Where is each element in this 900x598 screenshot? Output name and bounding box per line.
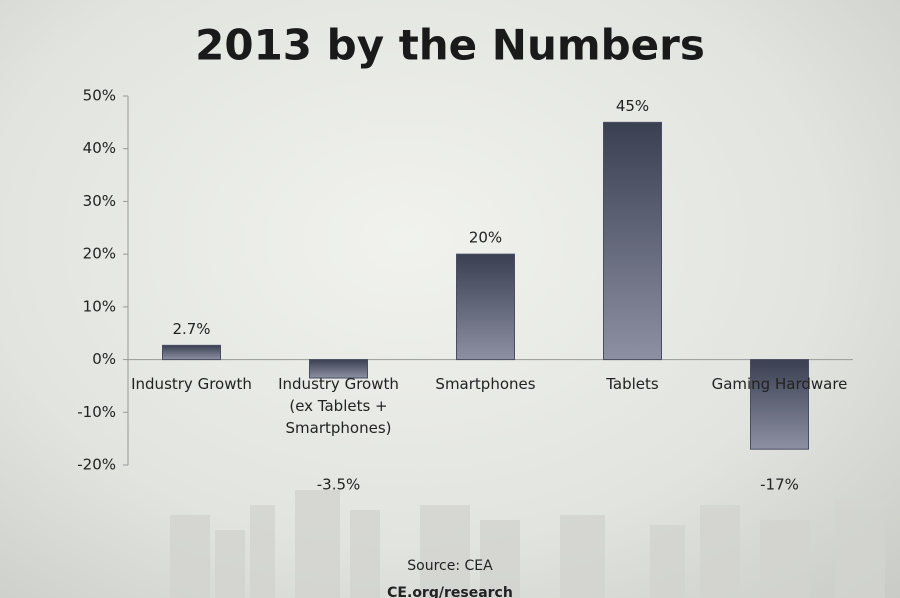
bar xyxy=(309,359,368,379)
y-tick-label: 30% xyxy=(83,192,116,210)
bar xyxy=(750,359,809,450)
value-label: 45% xyxy=(616,97,649,115)
bar xyxy=(162,344,221,361)
x-tick-label: Industry Growth (ex Tablets + Smartphone… xyxy=(278,374,399,437)
value-label: -3.5% xyxy=(317,476,361,494)
url: CE.org/research xyxy=(387,585,513,598)
y-tick-label: -10% xyxy=(77,403,116,421)
y-tick-label: 0% xyxy=(92,350,116,368)
x-tick-label: Industry Growth xyxy=(131,374,252,393)
bar xyxy=(456,253,515,361)
skyline xyxy=(170,490,885,598)
x-tick-label: Gaming Hardware xyxy=(711,374,848,393)
value-label: 2.7% xyxy=(172,320,210,338)
y-tick-label: 50% xyxy=(83,87,116,105)
x-tick-label: Tablets xyxy=(606,374,659,393)
y-tick-label: -20% xyxy=(77,456,116,474)
source: Source: CEA xyxy=(407,558,493,574)
value-label: 20% xyxy=(469,229,502,247)
y-tick-label: 20% xyxy=(83,245,116,263)
x-tick-label: Smartphones xyxy=(435,374,536,393)
y-tick-label: 10% xyxy=(83,297,116,315)
bar xyxy=(603,121,662,361)
y-tick-label: 40% xyxy=(83,139,116,157)
value-label: -17% xyxy=(760,476,799,494)
chart-title: 2013 by the Numbers xyxy=(195,21,705,70)
